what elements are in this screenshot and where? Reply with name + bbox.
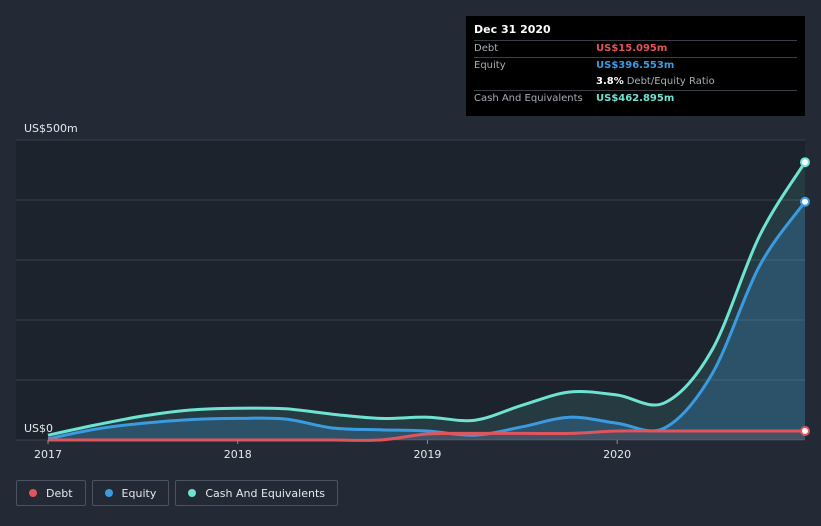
series-layer: [47, 157, 810, 442]
tooltip-equity-value: US$396.553m: [596, 60, 675, 71]
legend-item-cash[interactable]: Cash And Equivalents: [175, 480, 338, 506]
legend-item-debt[interactable]: Debt: [16, 480, 86, 506]
plot-background: [16, 140, 805, 440]
tooltip-row-ratio: 3.8% Debt/Equity Ratio: [474, 74, 797, 90]
legend: Debt Equity Cash And Equivalents: [16, 480, 338, 506]
tooltip-cash-label: Cash And Equivalents: [474, 93, 583, 104]
tooltip-equity-label: Equity: [474, 60, 506, 71]
y-axis-zero-label: US$0: [24, 422, 53, 435]
cash-and-equivalents-area: [48, 162, 805, 440]
equity-line: [47, 200, 807, 441]
cash-and-equivalents-line: [47, 161, 807, 437]
tooltip-row-equity: Equity US$396.553m: [474, 57, 797, 74]
debt-line: [48, 429, 805, 442]
tooltip-row-cash: Cash And Equivalents US$462.895m: [474, 90, 797, 107]
legend-dot-debt: [29, 489, 37, 497]
tooltip-debt-value: US$15.095m: [596, 43, 668, 54]
tooltip-ratio-label: [474, 74, 596, 90]
tooltip-debt-label: Debt: [474, 43, 499, 54]
tooltip-cash-value: US$462.895m: [596, 93, 675, 104]
debt-end-point: [800, 426, 810, 436]
equity-area: [48, 201, 805, 440]
debt-equity-chart: US$500m US$0 2017 2018 2019 2020: [16, 122, 810, 461]
legend-dot-equity: [104, 489, 113, 497]
tooltip: Dec 31 2020 Debt US$15.095m Equity US$39…: [466, 16, 805, 116]
tooltip-ratio-suffix: Debt/Equity Ratio: [626, 76, 715, 87]
legend-label-debt: Debt: [46, 486, 73, 500]
cash-and-equivalents-end-point: [800, 157, 810, 168]
legend-label-equity: Equity: [121, 486, 157, 500]
x-axis-ticks: 2017 2018 2019 2020: [34, 440, 631, 461]
x-tick-label: 2017: [34, 448, 62, 461]
legend-dot-cash: [188, 489, 197, 497]
debt-area: [48, 430, 805, 441]
legend-label-cash: Cash And Equivalents: [205, 486, 325, 500]
tooltip-date: Dec 31 2020: [474, 23, 551, 36]
x-tick-label: 2020: [603, 448, 631, 461]
tooltip-ratio-number: 3.8%: [596, 76, 624, 87]
x-tick-label: 2019: [413, 448, 441, 461]
tooltip-ratio-value: 3.8% Debt/Equity Ratio: [596, 74, 715, 90]
equity-end-point: [800, 196, 810, 207]
legend-item-equity[interactable]: Equity: [91, 480, 170, 506]
tooltip-row-debt: Debt US$15.095m: [474, 40, 797, 57]
y-axis-top-label: US$500m: [24, 122, 78, 135]
x-tick-label: 2018: [224, 448, 252, 461]
